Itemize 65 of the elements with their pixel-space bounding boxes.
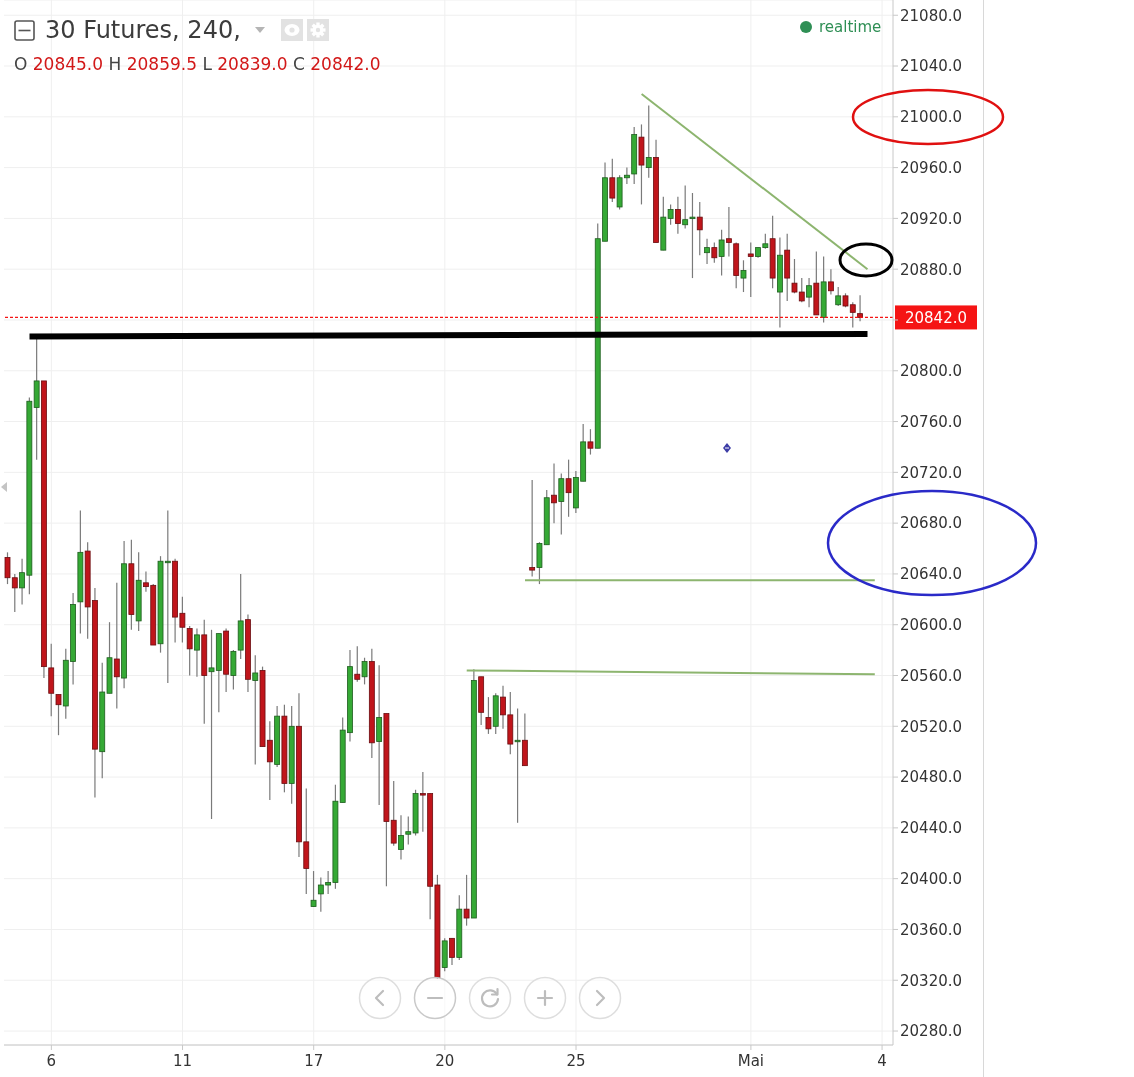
y-tick-label: 20880.0	[900, 260, 963, 279]
candlestick	[514, 707, 521, 824]
x-tick-label: 17	[304, 1051, 324, 1070]
candlestick	[689, 192, 696, 279]
y-tick-label: 20960.0	[900, 158, 963, 177]
candlestick	[835, 286, 842, 307]
y-tick-label: 20760.0	[900, 412, 963, 431]
y-tick-label: 20400.0	[900, 869, 963, 888]
candlestick	[682, 184, 689, 230]
candlestick	[696, 201, 703, 256]
candlestick	[558, 473, 565, 536]
candlestick	[529, 479, 536, 578]
candlestick	[609, 158, 616, 203]
candlestick	[398, 814, 404, 861]
candlestick	[361, 657, 368, 685]
annotation: realtime	[819, 18, 882, 36]
candlestick	[113, 582, 120, 710]
x-tick-label: Mai	[737, 1051, 765, 1070]
y-tick-label: 20640.0	[900, 565, 963, 584]
candlestick	[645, 104, 652, 179]
x-tick-label: 6	[46, 1051, 57, 1070]
y-tick-label: 20320.0	[900, 971, 963, 990]
x-tick-label: 20	[435, 1051, 455, 1070]
text: O 20845.0 H 20859.5 L 20839.0 C 20842.0	[14, 54, 381, 74]
candlestick	[587, 428, 594, 456]
ref-line-label: 20842.0	[904, 308, 968, 327]
candlestick	[718, 229, 725, 277]
candlestick	[310, 870, 317, 908]
candlestick	[252, 654, 259, 765]
x-tick-label: 25	[566, 1051, 586, 1070]
candlestick	[194, 627, 200, 678]
candlestick	[674, 196, 681, 235]
y-tick-label: 20920.0	[900, 209, 963, 228]
y-tick-label: 20360.0	[900, 920, 963, 939]
candlestick	[463, 874, 470, 927]
candlestick	[55, 693, 62, 736]
x-tick-label: 4	[877, 1051, 887, 1070]
candlestick	[551, 462, 557, 524]
y-tick-label: 21040.0	[900, 57, 963, 76]
y-tick-label: 21080.0	[900, 6, 963, 25]
y-tick-label: 20280.0	[900, 1022, 963, 1041]
y-tick-label: 20480.0	[900, 768, 963, 787]
candlestick	[747, 241, 754, 298]
candlestick	[565, 459, 572, 518]
y-tick-label: 20800.0	[900, 362, 963, 381]
y-tick-label: 20600.0	[900, 616, 963, 635]
y-tick-label: 20560.0	[900, 666, 963, 685]
text: 30 Futures, 240,	[45, 15, 241, 45]
candlestick	[354, 645, 361, 683]
candlestick	[186, 625, 193, 677]
y-tick-label: 20680.0	[900, 514, 963, 533]
candlestick	[857, 294, 863, 322]
candlestick	[711, 241, 718, 264]
candlestick	[449, 937, 455, 966]
y-tick-label: 20440.0	[900, 819, 963, 838]
candlestick	[726, 206, 732, 258]
y-tick-label: 20520.0	[900, 717, 963, 736]
y-tick-label: 21000.0	[900, 108, 963, 127]
y-tick-label: 20720.0	[900, 463, 963, 482]
candlestick	[485, 696, 492, 735]
candlestick	[740, 259, 747, 293]
x-tick-label: 11	[172, 1051, 193, 1070]
candlestick	[704, 238, 710, 265]
candlestick	[806, 277, 812, 308]
candlestick	[828, 268, 834, 296]
